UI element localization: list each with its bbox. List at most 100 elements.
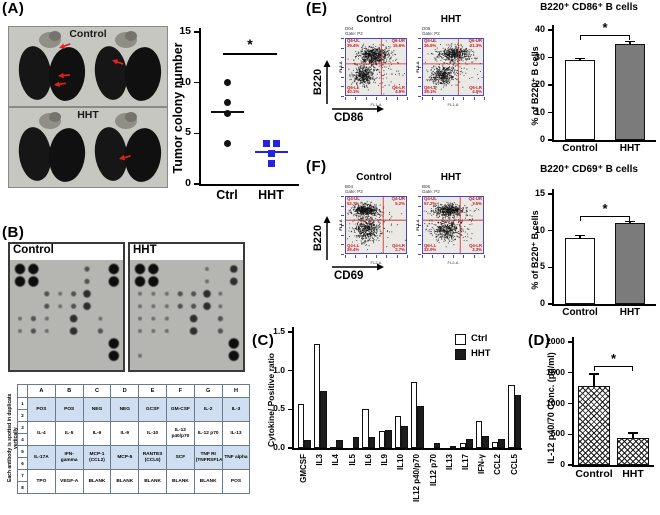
y-tick-label: 20 <box>534 79 545 89</box>
y-tick-label: 1500 <box>546 366 565 377</box>
x-category-label: IL17 <box>461 454 470 471</box>
quadrant-stat: Q4-LR <box>469 242 482 248</box>
x-category-label: IL4 <box>331 454 341 466</box>
table-col-header: C <box>82 384 112 398</box>
axis-tick <box>418 76 421 78</box>
flow-plot-frame: Q4-UL 52.7% Q4-UR 5.2% Q4-LL 39.4% Q4-LR 2.7% <box>345 196 407 254</box>
flow-gate-label: Gate: P2 <box>422 189 440 194</box>
y-tick-label: 10 <box>534 106 545 117</box>
bar <box>433 443 441 448</box>
table-col-header: A <box>27 384 56 398</box>
blot-panel: HHT <box>128 242 245 372</box>
table-col-header: E <box>138 384 167 398</box>
y-axis-line <box>199 28 201 184</box>
quadrant-label: Q6-LR 4.0% <box>469 85 482 95</box>
y-tick <box>568 341 572 343</box>
tumor-arrow-icon <box>59 43 71 49</box>
x-category-label: CCL5 <box>509 454 519 475</box>
y-tick <box>568 464 572 466</box>
quadrant-stat: 5.2% <box>395 200 405 206</box>
tumor-arrow-icon <box>58 72 71 79</box>
table-row-number: 7 <box>17 469 28 482</box>
axis-tick <box>376 97 377 100</box>
axis-tick <box>418 244 421 246</box>
significance-line <box>580 216 630 218</box>
blot-panel: Control <box>8 242 125 372</box>
table-cell: BLANK <box>193 469 223 494</box>
bar <box>565 60 595 140</box>
y-axis-line <box>572 337 574 465</box>
y-tick-label: 10 <box>534 224 545 235</box>
photo-group-label: HHT <box>77 109 99 121</box>
axis-tick <box>376 255 377 258</box>
flow-plot-title: Control <box>356 14 392 25</box>
table-cell: VEGF-A <box>54 469 84 494</box>
table-row-number: 2 <box>17 409 28 422</box>
data-point <box>267 150 275 158</box>
mean-line <box>211 110 244 113</box>
table-cell: GCSF <box>138 397 167 422</box>
quadrant-stat: 4.0% <box>472 89 482 95</box>
y-tick <box>548 29 552 31</box>
flow-gate-label: Gate: P2 <box>345 189 363 194</box>
table-cell: MCP-5 <box>110 445 140 470</box>
tumor-arrow-icon <box>119 154 131 161</box>
bar <box>313 344 321 448</box>
x-category-label: Control <box>575 468 613 480</box>
quadrant-label: Q4-LL 32.0% <box>424 243 437 253</box>
quadrant-label: Q4-UR 5.2% <box>392 197 405 206</box>
quadrant-stat: 4.9% <box>395 89 405 95</box>
tumor-colony-scatter-chart: 0 5 10 15 Ctrl HHT * Tumor colony number <box>165 12 305 212</box>
flow-dot-plot: Control D04 Gate: P2 Q6-UL 39.4% Q6-UR 15.6% Q6… <box>336 14 412 110</box>
table-cell: TNF alpha <box>221 445 251 470</box>
blot-membrane <box>130 260 243 370</box>
y-tick <box>194 31 199 33</box>
y-tick <box>568 402 572 405</box>
axis-tick <box>341 67 344 68</box>
error-bar-line <box>632 432 634 438</box>
panel-b-label: (B) <box>2 224 25 241</box>
significance-star: * <box>247 36 253 53</box>
bar <box>508 385 515 448</box>
table-cell: IL-17A <box>27 445 56 470</box>
panel-e-label: (E) <box>306 0 328 17</box>
significance-line <box>594 366 633 368</box>
flow-plots-cd69: Control B04 Gate: P2 Q4-UL 52.7% Q4-UR 5.2% Q4-… <box>336 172 494 268</box>
axis-tick <box>418 86 421 88</box>
axis-tick <box>418 67 421 68</box>
table-cell: NEG <box>82 397 112 422</box>
significance-tick <box>594 366 596 371</box>
e-yaxis-arrow-icon <box>323 60 331 104</box>
blot-dots <box>14 263 120 361</box>
table-cell: SCF <box>165 445 195 470</box>
axis-tick <box>432 255 434 258</box>
quadrant-stat: Q6-UL <box>424 38 437 43</box>
y-axis-label: IL-12 p40/70 Conc. (pg/ml) <box>546 352 556 464</box>
axis-tick <box>355 97 357 100</box>
quadrant-stat: 32.0% <box>424 247 437 253</box>
bar <box>514 394 522 448</box>
x-axis-line <box>199 184 299 186</box>
x-group-label: HHT <box>258 188 284 202</box>
x-axis-line <box>292 448 522 450</box>
bar <box>615 43 645 140</box>
bar <box>459 443 466 448</box>
axis-tick <box>453 97 454 100</box>
axis-tick <box>418 234 421 236</box>
bar <box>491 441 499 448</box>
quadrant-stat: 57.2% <box>424 200 437 206</box>
table-cell: BLANK <box>110 469 140 494</box>
axis-tick <box>473 255 475 258</box>
flow-plot-frame: Q6-UL 39.4% Q6-UR 15.6% Q6-LL 40.1% Q6-LR 4.9% <box>345 38 407 96</box>
table-row-number: 6 <box>17 457 28 470</box>
quadrant-stat: Q4-LR <box>392 242 405 248</box>
table-cell: POS <box>27 397 56 422</box>
lung-image <box>18 112 162 182</box>
error-bar-line <box>579 235 581 238</box>
x-category-label: IL13 <box>444 454 454 471</box>
x-category-label: GMCSF <box>299 454 308 483</box>
bar <box>410 382 418 448</box>
y-tick <box>288 331 292 333</box>
axis-tick <box>422 255 423 258</box>
axis-tick <box>341 76 344 78</box>
